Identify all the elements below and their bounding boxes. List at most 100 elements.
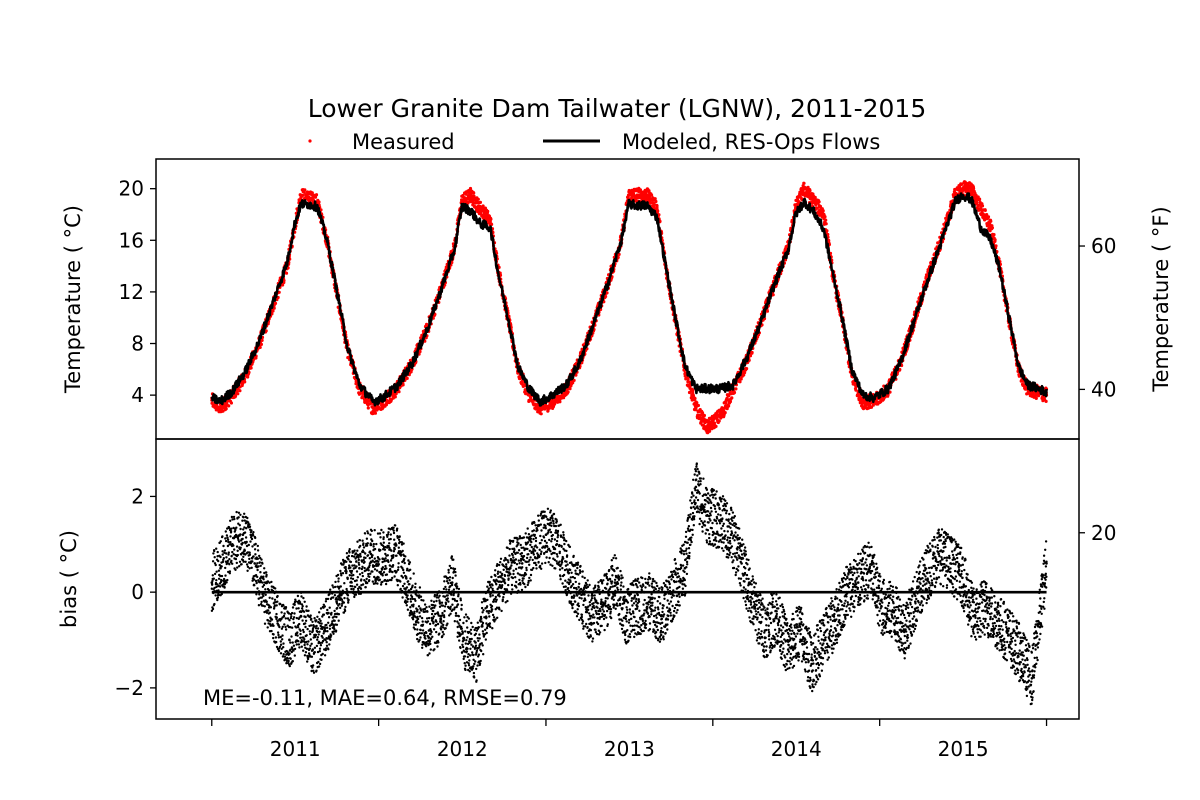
measured-point xyxy=(218,406,223,410)
bias-points xyxy=(210,462,1048,706)
bias-point xyxy=(253,562,256,565)
bias-point xyxy=(589,614,593,618)
measured-point xyxy=(307,196,311,200)
fahrenheit-y-label: Temperature ( °F) xyxy=(1149,206,1173,392)
x-tick-label: 2013 xyxy=(604,737,655,761)
bias-point xyxy=(346,576,349,580)
x-axis: 2011 2012 2013 2014 2015 xyxy=(211,719,1048,761)
bias-series xyxy=(210,462,1048,706)
modeled-line xyxy=(210,192,1048,407)
bias-panel-frame xyxy=(155,438,1080,720)
bias-point xyxy=(358,566,361,570)
measured-point xyxy=(812,200,816,204)
bias-point xyxy=(276,619,279,623)
legend-label-measured: Measured xyxy=(352,130,455,154)
bias-point xyxy=(659,614,663,618)
bias-point xyxy=(439,614,442,618)
bias-point xyxy=(972,614,975,618)
bias-point xyxy=(892,610,896,613)
bias-point xyxy=(404,576,408,580)
bias-point xyxy=(462,638,466,642)
y-right-tick-label: 60 xyxy=(1091,234,1116,258)
bias-point xyxy=(219,566,222,570)
bias-point xyxy=(1030,677,1034,680)
bias-point xyxy=(555,543,559,546)
x-tick-label: 2012 xyxy=(437,737,488,761)
measured-point xyxy=(705,425,709,429)
bias-point xyxy=(810,662,813,666)
bias-point xyxy=(822,638,826,642)
measured-point xyxy=(719,412,724,417)
x-tick-label: 2015 xyxy=(938,737,989,761)
bias-point xyxy=(937,552,940,556)
measured-point xyxy=(645,193,649,197)
bias-point xyxy=(1045,562,1048,565)
y-tick-label: 4 xyxy=(131,383,144,407)
bias-point xyxy=(381,557,385,560)
measured-point xyxy=(371,406,375,410)
measured-point xyxy=(960,187,965,191)
error-stats-annotation: ME=-0.11, MAE=0.64, RMSE=0.79 xyxy=(203,686,567,710)
y-tick-label: 20 xyxy=(119,177,144,201)
measured-point xyxy=(550,400,555,404)
x-tick-label: 2011 xyxy=(270,737,321,761)
bias-point xyxy=(509,566,512,570)
bias-point xyxy=(925,571,929,575)
bias-point xyxy=(520,562,524,565)
measured-point xyxy=(802,187,806,191)
measured-point xyxy=(979,206,983,210)
measured-point xyxy=(694,406,698,410)
measured-point xyxy=(527,393,531,397)
bias-point xyxy=(752,605,756,608)
measured-point xyxy=(969,187,973,191)
bias-point xyxy=(636,605,639,608)
legend-marker-measured xyxy=(308,139,312,143)
bias-point xyxy=(856,581,860,584)
bias-point xyxy=(335,600,338,603)
bias-point xyxy=(833,619,837,623)
measured-point xyxy=(315,200,319,204)
fahrenheit-y-axis: 20 40 60 xyxy=(1079,234,1116,545)
bias-point xyxy=(984,605,987,608)
bias-y-tick-label: −2 xyxy=(115,676,144,700)
bias-y-axis: −2 0 2 xyxy=(115,484,156,700)
bias-y-tick-label: 0 xyxy=(131,580,144,604)
bias-point xyxy=(914,600,917,603)
bias-point xyxy=(241,533,245,536)
measured-point xyxy=(299,193,303,197)
bias-point xyxy=(903,629,907,632)
bias-point xyxy=(485,610,489,613)
measured-points xyxy=(210,180,1049,435)
measured-series xyxy=(210,180,1049,435)
y-right-tick-label: 20 xyxy=(1091,521,1116,545)
bias-point xyxy=(299,614,303,618)
bias-point xyxy=(706,514,709,517)
bias-point xyxy=(474,653,478,656)
legend-label-modeled: Modeled, RES-Ops Flows xyxy=(622,130,880,154)
bias-point xyxy=(323,629,327,632)
measured-point xyxy=(822,212,826,217)
bias-point xyxy=(311,648,315,651)
measured-point xyxy=(953,193,957,197)
bias-point xyxy=(694,485,698,489)
measured-point xyxy=(861,400,865,404)
bias-point xyxy=(868,566,871,570)
bias-point xyxy=(949,562,952,565)
y-tick-label: 12 xyxy=(119,280,144,304)
bias-point xyxy=(427,629,431,632)
legend: Measured Modeled, RES-Ops Flows xyxy=(308,130,880,154)
bias-point xyxy=(567,571,571,575)
bias-point xyxy=(415,610,419,613)
bias-y-tick-label: 2 xyxy=(131,484,144,508)
bias-point xyxy=(288,638,291,642)
bias-point xyxy=(798,629,801,632)
x-tick-label: 2014 xyxy=(771,737,822,761)
y-tick-label: 8 xyxy=(131,332,144,356)
measured-point xyxy=(478,206,482,210)
temperature-panel: 4 8 12 16 20 20 40 60 Temperature ( °C) Temper… xyxy=(61,158,1173,545)
bias-point xyxy=(265,600,268,603)
bias-point xyxy=(1039,605,1043,608)
bias-point xyxy=(1007,633,1010,637)
y-right-tick-label: 40 xyxy=(1091,377,1116,401)
bias-point xyxy=(995,619,999,623)
